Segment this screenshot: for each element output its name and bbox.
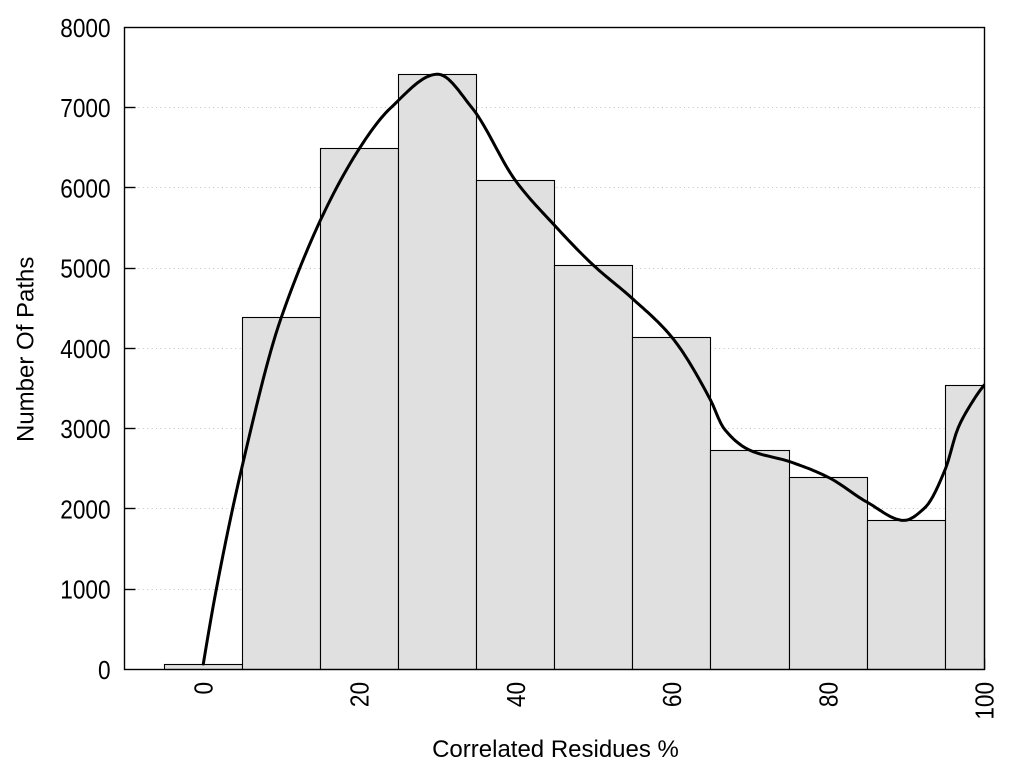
svg-text:20: 20 <box>346 682 375 707</box>
svg-text:100: 100 <box>971 682 1000 720</box>
svg-text:60: 60 <box>659 682 688 707</box>
svg-text:Correlated Residues %: Correlated Residues % <box>432 736 679 763</box>
svg-text:7000: 7000 <box>60 95 110 124</box>
svg-text:2000: 2000 <box>60 496 110 525</box>
svg-text:8000: 8000 <box>60 14 110 43</box>
svg-text:80: 80 <box>815 682 844 707</box>
svg-text:0: 0 <box>190 682 219 695</box>
svg-text:40: 40 <box>502 682 531 707</box>
svg-text:1000: 1000 <box>60 576 110 605</box>
svg-text:Number Of Paths: Number Of Paths <box>13 257 40 442</box>
svg-text:0: 0 <box>98 656 111 685</box>
svg-text:4000: 4000 <box>60 335 110 364</box>
svg-text:5000: 5000 <box>60 255 110 284</box>
svg-text:6000: 6000 <box>60 175 110 204</box>
svg-text:3000: 3000 <box>60 416 110 445</box>
